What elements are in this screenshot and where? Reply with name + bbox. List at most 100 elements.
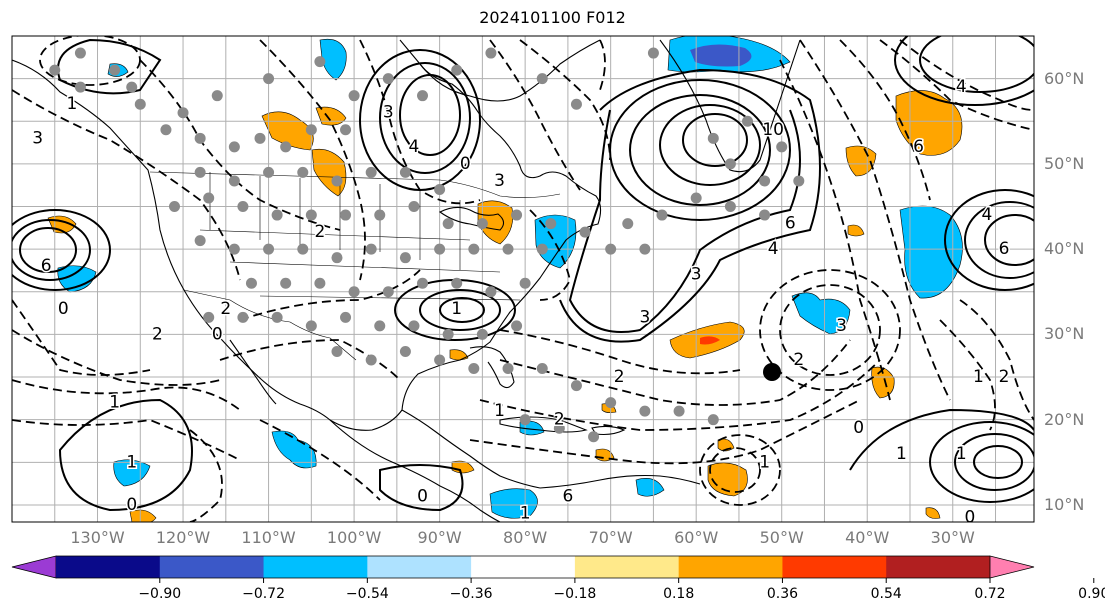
station-dot [280, 277, 292, 289]
contour-label: 1 [956, 444, 967, 464]
station-dot [331, 252, 343, 264]
station-dot [237, 201, 249, 213]
station-dot [340, 124, 352, 136]
station-dot [254, 132, 266, 144]
latitude-label: 60°N [1044, 68, 1085, 88]
contour-label: 6 [785, 214, 796, 234]
high-contour [379, 62, 471, 174]
contour-label: 10 [762, 120, 784, 140]
contour-label: 1 [494, 401, 505, 421]
positive-anomaly-patch [925, 507, 941, 519]
colorbar-tick-label: −0.72 [242, 586, 285, 602]
station-dot [468, 363, 480, 375]
contour-label: 1 [451, 299, 462, 319]
positive-anomaly-patch [449, 349, 469, 361]
colorbar-tick-label: 0.36 [766, 586, 799, 602]
station-dot [545, 218, 557, 230]
longitude-label: 40°W [845, 528, 890, 547]
station-dot [570, 380, 582, 392]
high-contour [954, 433, 1034, 491]
station-dot [485, 47, 497, 59]
station-dot [194, 235, 206, 247]
station-dot [263, 243, 275, 255]
contour-label: 2 [554, 410, 565, 430]
low-contour [12, 219, 91, 281]
station-dot [382, 286, 394, 298]
positive-anomaly-patch [700, 336, 720, 345]
station-dot [280, 141, 292, 153]
us-mexico-border [183, 289, 357, 361]
dashed-contour [219, 339, 401, 381]
station-dot [211, 90, 223, 102]
negative-anomaly-patch [271, 430, 317, 469]
contour-label: 2 [793, 350, 804, 370]
station-dot [647, 47, 659, 59]
positive-anomaly-patch [315, 106, 347, 126]
contour-label: 1 [109, 393, 120, 413]
negative-anomaly-patch [791, 292, 851, 335]
high-contour [659, 104, 761, 186]
contour-label: 2 [152, 324, 163, 344]
negative-anomaly-patch [690, 44, 752, 67]
latitude-label: 20°N [1044, 409, 1085, 429]
station-dot [49, 64, 61, 76]
contour-label: 6 [913, 137, 924, 157]
station-dot [451, 64, 463, 76]
florida-coast [469, 346, 515, 389]
positive-anomaly-patch [895, 90, 963, 156]
contour-label: 0 [126, 495, 137, 515]
storm-marker [763, 363, 781, 381]
station-dot [639, 405, 651, 417]
station-dot [759, 175, 771, 187]
positive-anomaly-patch [847, 224, 865, 237]
station-dot [271, 209, 283, 221]
contour-label: 2 [314, 222, 325, 242]
contour-label: 3 [383, 103, 394, 123]
positive-anomaly-patch [477, 200, 514, 245]
station-dot [314, 277, 326, 289]
station-dot [519, 277, 531, 289]
longitude-label: 90°W [417, 528, 462, 547]
dashed-contour [189, 429, 223, 522]
station-dot [605, 243, 617, 255]
high-contour [399, 74, 461, 156]
station-dot [408, 320, 420, 332]
map-title: 2024101100 F012 [479, 8, 626, 27]
station-dot [365, 354, 377, 366]
station-dot [451, 277, 463, 289]
dashed-contour [519, 39, 611, 161]
station-dot [74, 81, 86, 93]
station-dot [442, 218, 454, 230]
colorbar-segment [678, 556, 783, 578]
negative-anomaly-patch [534, 214, 577, 269]
cuba [499, 416, 588, 433]
contour-label: 3 [494, 171, 505, 191]
high-contour [629, 94, 771, 206]
colorbar-tick-label: 0.54 [870, 586, 902, 602]
dashed-contour [39, 36, 141, 86]
colorbar-segment [574, 556, 680, 578]
dashed-contour [359, 39, 481, 205]
contour-label: 3 [32, 128, 43, 148]
station-dot [348, 286, 360, 298]
station-dot [399, 166, 411, 178]
station-dot [536, 243, 548, 255]
station-dot [759, 209, 771, 221]
dashed-contour [529, 209, 571, 301]
station-dot [314, 56, 326, 68]
station-dot [237, 311, 249, 323]
station-dot [245, 277, 257, 289]
latitude-label: 40°N [1044, 239, 1085, 259]
station-dot [502, 363, 514, 375]
station-dot [579, 226, 591, 238]
dashed-contour [709, 447, 761, 493]
contour-label: 1 [66, 94, 77, 114]
high-contour [929, 421, 1034, 503]
contour-label: 0 [58, 299, 69, 319]
contour-label: 1 [896, 444, 907, 464]
longitude-label: 30°W [930, 528, 975, 547]
positive-anomaly-patch [129, 509, 157, 522]
dashed-contour [12, 379, 241, 411]
dashed-contour [12, 89, 241, 281]
